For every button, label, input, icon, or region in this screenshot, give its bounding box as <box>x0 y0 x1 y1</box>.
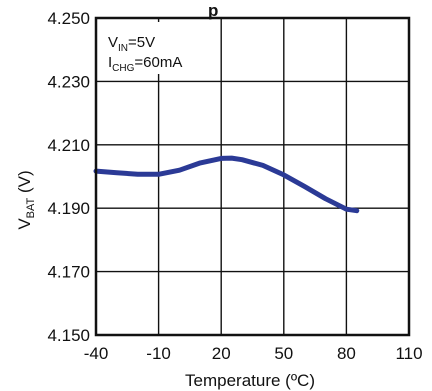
plot-frame <box>94 16 411 337</box>
x-tick-label: -10 <box>146 344 171 363</box>
x-axis-label: Temperature (ºC) <box>185 371 315 390</box>
x-tick-label: 110 <box>395 344 422 363</box>
annotation-background <box>96 22 208 74</box>
x-tick-label: 80 <box>337 344 356 363</box>
y-tick-label: 4.190 <box>47 199 90 218</box>
series-layer <box>93 155 360 214</box>
y-tick-label: 4.230 <box>47 72 90 91</box>
chart-title-fragment: p <box>208 1 218 20</box>
tick-labels: -40 -10 20 50 80 110 4.150 4.170 4.190 4.210 4.230… <box>47 9 422 363</box>
x-tick-label: -40 <box>84 344 109 363</box>
series-line <box>93 155 360 214</box>
y-tick-label: 4.170 <box>47 263 90 282</box>
y-tick-label: 4.250 <box>47 9 90 28</box>
x-tick-label: 20 <box>212 344 231 363</box>
grid <box>96 18 409 335</box>
x-tick-label: 50 <box>274 344 293 363</box>
annotation-vin: VIN=5V <box>108 34 155 54</box>
annotation-box: VIN=5V ICHG=60mA <box>96 22 208 74</box>
y-axis-label: VBAT (V) <box>15 170 37 229</box>
annotation-ichg: ICHG=60mA <box>108 54 182 74</box>
y-tick-label: 4.150 <box>47 326 90 345</box>
y-tick-label: 4.210 <box>47 136 90 155</box>
